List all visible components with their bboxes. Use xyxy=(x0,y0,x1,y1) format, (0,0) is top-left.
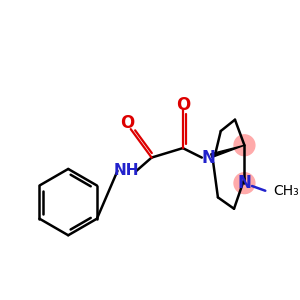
Text: N: N xyxy=(202,148,215,166)
Text: O: O xyxy=(176,95,190,113)
Text: O: O xyxy=(120,115,134,133)
Polygon shape xyxy=(211,145,244,158)
Circle shape xyxy=(234,135,255,156)
Text: CH₃: CH₃ xyxy=(273,184,298,198)
Text: NH: NH xyxy=(113,163,139,178)
Circle shape xyxy=(234,173,255,194)
Text: N: N xyxy=(238,174,251,192)
